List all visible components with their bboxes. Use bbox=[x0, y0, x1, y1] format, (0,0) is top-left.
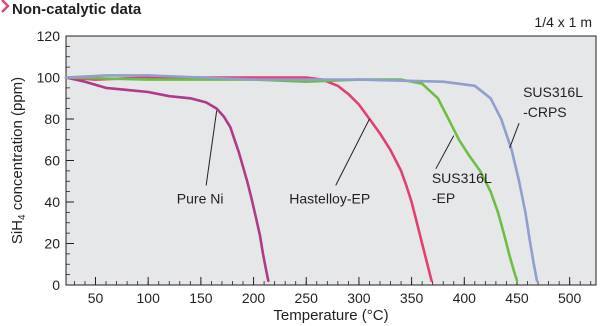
y-tick-label: 80 bbox=[44, 111, 60, 127]
series-label-line: Pure Ni bbox=[177, 190, 224, 206]
x-tick-label: 50 bbox=[88, 290, 104, 306]
series-label-line: SUS316L bbox=[432, 170, 492, 186]
x-axis-title: Temperature (°C) bbox=[273, 307, 388, 324]
annotation-leader-0 bbox=[205, 110, 218, 186]
x-axis-tick-labels: 50 100 150 200 250 300 350 400 450 500 bbox=[88, 290, 582, 306]
series-line-2 bbox=[64, 76, 519, 283]
chart-header: Non-catalytic data bbox=[1, 0, 142, 18]
y-tick-label: 20 bbox=[44, 236, 60, 252]
x-tick-label: 400 bbox=[453, 290, 477, 306]
x-tick-label: 500 bbox=[558, 290, 582, 306]
series-label-line: SUS316L bbox=[523, 84, 583, 100]
plot-frame bbox=[65, 35, 597, 286]
chevron-right-icon bbox=[1, 0, 10, 13]
chart-title: Non-catalytic data bbox=[12, 1, 142, 18]
chart-subtitle: 1/4 x 1 m bbox=[534, 14, 592, 30]
x-tick-label: 300 bbox=[347, 290, 371, 306]
series-label-line: -EP bbox=[432, 190, 455, 206]
y-tick-label: 100 bbox=[37, 70, 61, 86]
x-tick-label: 150 bbox=[189, 290, 213, 306]
annotation-leader-2 bbox=[435, 135, 455, 170]
plot-area bbox=[65, 35, 597, 286]
y-axis-title-subscript: 4 bbox=[17, 214, 28, 220]
series-label-0: Pure Ni bbox=[177, 190, 224, 206]
y-axis-tick-labels: 0 20 40 60 80 100 120 bbox=[37, 28, 61, 293]
series-line-3 bbox=[64, 74, 539, 283]
y-tick-label: 120 bbox=[37, 28, 61, 44]
series-label-1: Hastelloy-EP bbox=[289, 190, 370, 206]
y-axis-title: SiH4 concentration (ppm) bbox=[9, 77, 28, 244]
x-tick-label: 350 bbox=[400, 290, 424, 306]
annotation-leader-1 bbox=[335, 118, 370, 186]
y-axis-title-main: SiH bbox=[9, 220, 26, 244]
y-tick-label: 40 bbox=[44, 194, 60, 210]
x-tick-label: 450 bbox=[505, 290, 529, 306]
x-tick-label: 250 bbox=[295, 290, 319, 306]
y-axis-title-rest: concentration (ppm) bbox=[9, 77, 26, 215]
x-tick-label: 200 bbox=[242, 290, 266, 306]
x-tick-label: 100 bbox=[137, 290, 161, 306]
series-line-0 bbox=[64, 76, 270, 283]
series-label-2: SUS316L -EP bbox=[432, 170, 492, 206]
y-tick-label: 60 bbox=[44, 153, 60, 169]
annotation-leader-3 bbox=[509, 122, 520, 149]
series-label-line: -CRPS bbox=[523, 104, 567, 120]
y-tick-label: 0 bbox=[52, 277, 60, 293]
series-label-3: SUS316L -CRPS bbox=[523, 84, 583, 120]
series-lines bbox=[64, 74, 539, 283]
series-label-line: Hastelloy-EP bbox=[289, 190, 370, 206]
series-annotations: Pure Ni Hastelloy-EP SUS316L -EP SUS316L -CRP… bbox=[177, 84, 583, 206]
